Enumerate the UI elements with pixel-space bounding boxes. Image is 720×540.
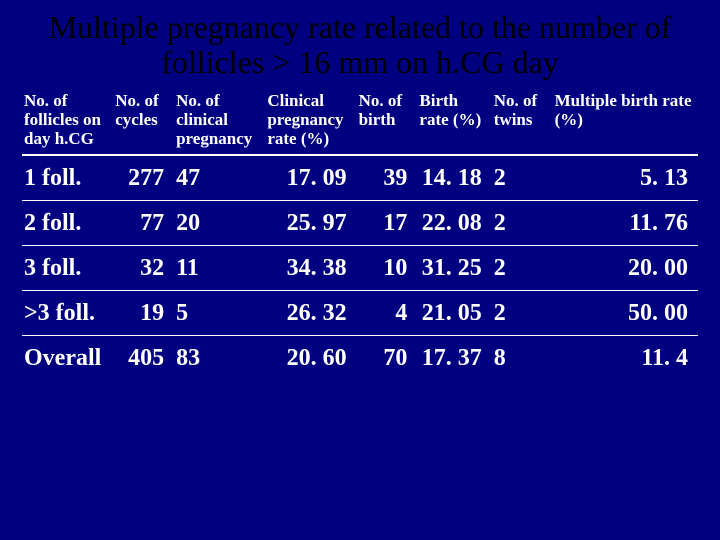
cell-cprate: 26. 32 [265, 291, 356, 336]
col-header-mrate: Multiple birth rate (%) [553, 92, 698, 155]
cell-mrate: 50. 00 [553, 291, 698, 336]
table-row: 1 foll. 277 47 17. 09 39 14. 18 2 5. 13 [22, 155, 698, 201]
cell-mrate: 11. 4 [553, 336, 698, 381]
cell-label: Overall [22, 336, 113, 381]
cell-label: 1 foll. [22, 155, 113, 201]
cell-cycles: 405 [113, 336, 174, 381]
cell-cprate: 20. 60 [265, 336, 356, 381]
cell-cycles: 277 [113, 155, 174, 201]
data-table-wrap: No. of follicles on day h.CG No. of cycl… [22, 92, 698, 380]
cell-twins: 2 [492, 246, 553, 291]
table-header-row: No. of follicles on day h.CG No. of cycl… [22, 92, 698, 155]
cell-mrate: 20. 00 [553, 246, 698, 291]
cell-twins: 2 [492, 155, 553, 201]
cell-cycles: 32 [113, 246, 174, 291]
cell-birth: 39 [357, 155, 418, 201]
cell-twins: 8 [492, 336, 553, 381]
cell-brate: 21. 05 [417, 291, 491, 336]
page-title: Multiple pregnancy rate related to the n… [22, 10, 698, 80]
col-header-brate: Birth rate (%) [417, 92, 491, 155]
cell-cprate: 25. 97 [265, 201, 356, 246]
slide: Multiple pregnancy rate related to the n… [0, 0, 720, 540]
cell-cycles: 19 [113, 291, 174, 336]
cell-cycles: 77 [113, 201, 174, 246]
cell-twins: 2 [492, 201, 553, 246]
cell-brate: 17. 37 [417, 336, 491, 381]
col-header-cycles: No. of cycles [113, 92, 174, 155]
cell-birth: 4 [357, 291, 418, 336]
table-row: 2 foll. 77 20 25. 97 17 22. 08 2 11. 76 [22, 201, 698, 246]
cell-label: 3 foll. [22, 246, 113, 291]
cell-birth: 17 [357, 201, 418, 246]
cell-birth: 10 [357, 246, 418, 291]
cell-clinpreg: 20 [174, 201, 265, 246]
cell-mrate: 5. 13 [553, 155, 698, 201]
cell-label: >3 foll. [22, 291, 113, 336]
cell-label: 2 foll. [22, 201, 113, 246]
cell-brate: 22. 08 [417, 201, 491, 246]
table-row: >3 foll. 19 5 26. 32 4 21. 05 2 50. 00 [22, 291, 698, 336]
col-header-follicles: No. of follicles on day h.CG [22, 92, 113, 155]
col-header-clinpreg: No. of clinical pregnancy [174, 92, 265, 155]
col-header-cprate: Clinical pregnancy rate (%) [265, 92, 356, 155]
cell-mrate: 11. 76 [553, 201, 698, 246]
data-table: No. of follicles on day h.CG No. of cycl… [22, 92, 698, 380]
col-header-twins: No. of twins [492, 92, 553, 155]
cell-birth: 70 [357, 336, 418, 381]
cell-clinpreg: 11 [174, 246, 265, 291]
cell-twins: 2 [492, 291, 553, 336]
table-row: 3 foll. 32 11 34. 38 10 31. 25 2 20. 00 [22, 246, 698, 291]
table-row-overall: Overall 405 83 20. 60 70 17. 37 8 11. 4 [22, 336, 698, 381]
cell-clinpreg: 5 [174, 291, 265, 336]
cell-brate: 31. 25 [417, 246, 491, 291]
col-header-birth: No. of birth [357, 92, 418, 155]
cell-cprate: 34. 38 [265, 246, 356, 291]
cell-clinpreg: 83 [174, 336, 265, 381]
cell-brate: 14. 18 [417, 155, 491, 201]
cell-cprate: 17. 09 [265, 155, 356, 201]
cell-clinpreg: 47 [174, 155, 265, 201]
